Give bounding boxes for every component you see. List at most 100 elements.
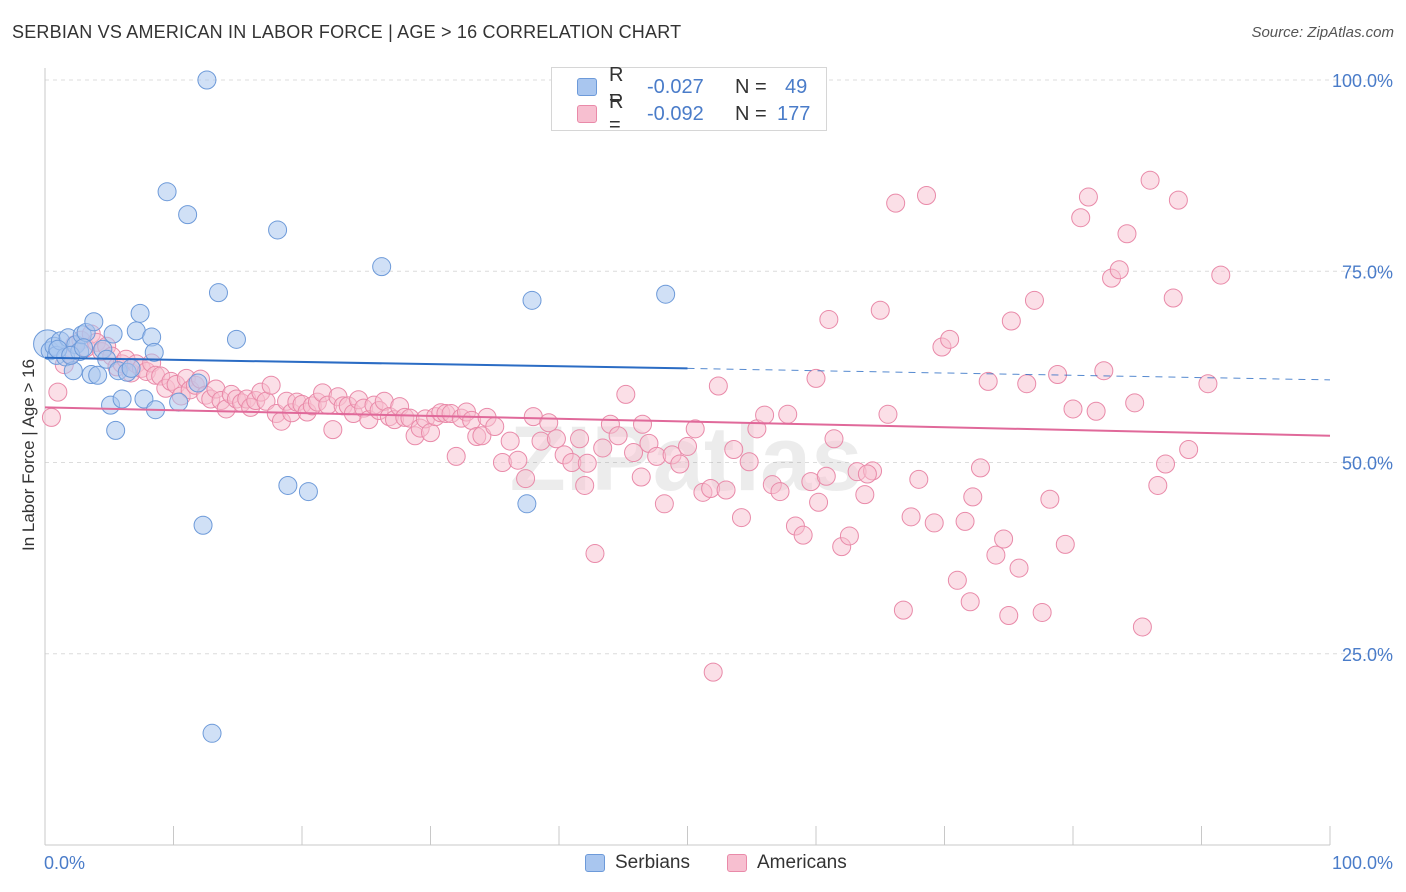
serbian-point — [121, 358, 141, 378]
american-point — [1179, 439, 1199, 459]
american-point — [878, 404, 898, 424]
american-point — [421, 423, 440, 443]
american-point — [685, 419, 705, 439]
american-point — [857, 464, 877, 484]
legend: R = -0.027 N = 49 R = -0.092 N = 177 — [551, 64, 827, 136]
american-point — [816, 466, 836, 486]
serbian-point — [656, 284, 676, 304]
american-point — [994, 529, 1014, 549]
american-point — [1086, 401, 1106, 421]
american-point — [901, 507, 921, 527]
american-point — [41, 407, 61, 427]
american-point — [755, 405, 775, 425]
american-point — [1168, 190, 1188, 210]
american-point — [924, 513, 944, 533]
american-point — [917, 186, 937, 206]
american-point — [839, 526, 859, 546]
serbian-point — [88, 365, 108, 385]
serbian-point — [197, 70, 217, 90]
american-point — [1001, 311, 1021, 331]
serbians-trend-line — [44, 356, 688, 370]
american-point — [462, 410, 482, 430]
american-point — [1063, 399, 1083, 419]
y-tick-label: 100.0% — [1332, 71, 1393, 91]
serbian-point — [178, 205, 198, 225]
american-point — [261, 375, 281, 395]
trend-lines — [44, 356, 1331, 437]
american-point — [970, 458, 990, 478]
serbian-point — [144, 342, 164, 362]
american-point — [708, 376, 728, 396]
american-point — [1125, 393, 1145, 413]
american-point — [947, 570, 967, 590]
american-point — [940, 329, 960, 349]
american-point — [955, 511, 975, 531]
american-point — [716, 480, 736, 500]
american-point — [539, 413, 559, 433]
americans-swatch — [727, 854, 747, 872]
american-point — [516, 469, 536, 489]
american-point — [1109, 260, 1129, 280]
american-point — [577, 453, 597, 473]
american-point — [546, 429, 566, 449]
american-point — [1017, 374, 1037, 394]
serbian-point — [106, 420, 126, 440]
american-point — [855, 485, 875, 505]
american-point — [608, 426, 628, 446]
american-point — [570, 429, 590, 449]
serbian-point — [517, 494, 537, 514]
serbian-point — [169, 392, 189, 412]
legend-row-americans: R = -0.092 N = 177 — [552, 91, 811, 136]
serbian-point — [278, 475, 298, 495]
american-point — [960, 592, 980, 612]
american-point — [575, 475, 595, 495]
americans-swatch — [577, 105, 597, 123]
american-point — [806, 368, 826, 388]
american-point — [963, 487, 983, 507]
legend-r-label: R = — [609, 64, 624, 109]
american-point — [472, 426, 492, 446]
american-point — [824, 429, 844, 449]
american-point — [1198, 374, 1218, 394]
bottom-legend-serbians: Serbians — [585, 852, 690, 874]
american-point — [616, 384, 636, 404]
american-point — [631, 467, 651, 487]
serbian-point — [202, 723, 222, 743]
american-point — [1071, 208, 1091, 228]
serbian-point — [298, 482, 318, 502]
american-point — [893, 600, 913, 620]
legend-n-value: 177 — [777, 102, 811, 125]
american-point — [724, 439, 744, 459]
axes — [44, 68, 1331, 846]
american-point — [1024, 290, 1044, 310]
american-point — [1078, 187, 1098, 207]
bottom-legend-americans-label: Americans — [757, 852, 847, 873]
legend-n-label: N = — [735, 75, 767, 98]
chart-source: Source: ZipAtlas.com — [1251, 24, 1394, 41]
american-point — [670, 454, 690, 474]
american-point — [886, 193, 906, 213]
american-point — [500, 431, 520, 451]
american-point — [1009, 558, 1029, 578]
american-point — [593, 438, 613, 458]
y-tick-label: 75.0% — [1342, 262, 1393, 282]
legend-r-label: R = — [609, 91, 624, 136]
legend-n-label: N = — [735, 102, 767, 125]
tick-labels: 25.0% 50.0% 75.0% 100.0% 0.0% 100.0% — [44, 71, 1393, 873]
american-point — [770, 482, 790, 502]
american-point — [793, 525, 813, 545]
american-point — [1132, 617, 1152, 637]
american-point — [1117, 224, 1137, 244]
y-tick-label: 25.0% — [1342, 645, 1393, 665]
serbian-point — [372, 257, 392, 277]
bottom-legend-americans: Americans — [727, 852, 847, 874]
american-point — [703, 662, 723, 682]
x-tick-label: 100.0% — [1332, 853, 1393, 873]
legend-row-serbians: R = -0.027 N = 49 — [552, 64, 807, 109]
bottom-legend-serbians-label: Serbians — [615, 852, 690, 873]
serbians-swatch — [585, 854, 605, 872]
american-point — [633, 414, 653, 434]
serbian-point — [226, 329, 246, 349]
american-point — [1148, 475, 1168, 495]
american-point — [999, 606, 1019, 625]
